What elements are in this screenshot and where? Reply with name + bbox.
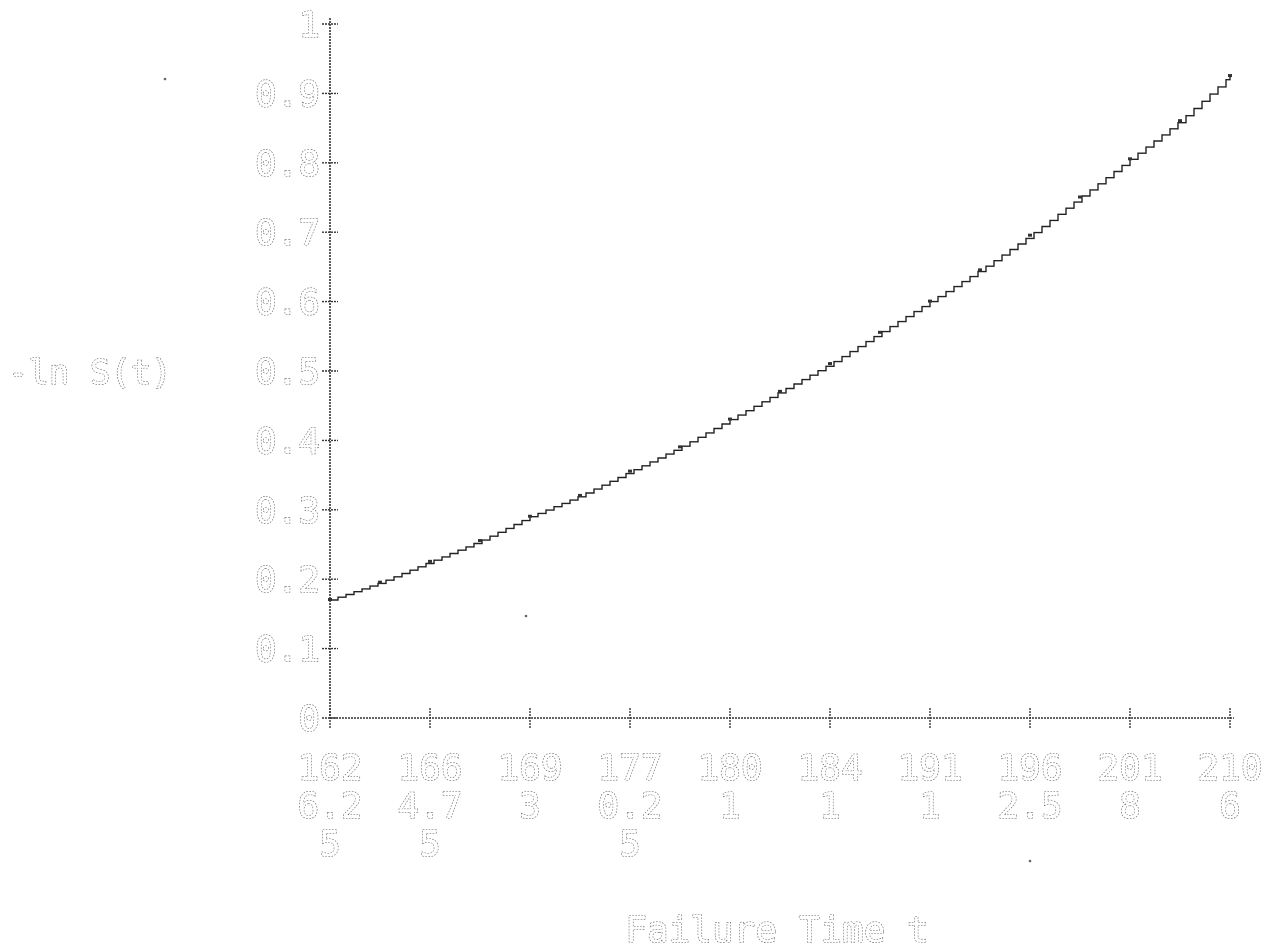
series-point [1178, 119, 1182, 123]
series-point [328, 598, 332, 602]
x-tick-label: 191 1 [897, 748, 962, 827]
y-tick-label: 0.3 [255, 491, 320, 532]
x-tick-label-line: 166 [397, 748, 462, 789]
series-point [678, 445, 682, 449]
x-tick-label-line: 5 [419, 824, 441, 865]
series-point [828, 362, 832, 366]
x-tick-label-line: 5 [319, 824, 341, 865]
series-point [778, 389, 782, 393]
decorative-speck [1028, 859, 1032, 863]
decorative-speck [163, 77, 167, 81]
series-point [428, 559, 432, 563]
series-point [878, 330, 882, 334]
y-tick-label: 0.7 [255, 213, 320, 254]
series-point [1128, 157, 1132, 161]
x-tick-label: 177 0.2 5 [597, 748, 662, 865]
x-tick-label: 210 6 [1197, 748, 1262, 827]
decorative-speck [524, 614, 528, 618]
x-tick-label: 201 8 [1097, 748, 1162, 827]
x-tick-label-line: 201 [1097, 748, 1162, 789]
y-tick-label: 0.6 [255, 283, 320, 324]
x-tick-label: 184 1 [797, 748, 862, 827]
series-point [528, 514, 532, 518]
x-tick-label-line: 5 [619, 824, 641, 865]
x-tick-label-line: 169 [497, 748, 562, 789]
x-tick-label-line: 162 [297, 748, 362, 789]
x-tick-label-line: 180 [697, 748, 762, 789]
x-tick-label-line: 177 [597, 748, 662, 789]
series-point [1078, 195, 1082, 199]
x-tick-label-line: 1 [719, 786, 741, 827]
x-tick-label-line: 210 [1197, 748, 1262, 789]
series-group [328, 74, 1232, 602]
x-tick-label-line: 4.7 [397, 786, 462, 827]
y-tick-label: 0.4 [255, 421, 320, 462]
x-axis-label: Failure Time t [625, 910, 928, 951]
x-tick-label: 196 2.5 [997, 748, 1062, 827]
series-point [1028, 233, 1032, 237]
x-tick-label: 169 3 [497, 748, 562, 827]
series-point [978, 268, 982, 272]
x-tick-label-line: 8 [1119, 786, 1141, 827]
series-point [378, 580, 382, 584]
y-tick-label: 1 [298, 5, 320, 46]
x-tick-label-line: 3 [519, 786, 541, 827]
x-tick-label-line: 184 [797, 748, 862, 789]
y-tick-label: 0.9 [255, 74, 320, 115]
y-axis-label: -ln S(t) [8, 353, 172, 393]
series-point [628, 469, 632, 473]
y-tick-label: 0.1 [255, 630, 320, 671]
x-tick-label: 166 4.7 5 [397, 748, 462, 865]
x-tick-label-line: 196 [997, 748, 1062, 789]
series-point [928, 299, 932, 303]
x-tick-label-line: 0.2 [597, 786, 662, 827]
x-tick-label-line: 2.5 [997, 786, 1062, 827]
series-point [478, 539, 482, 543]
x-tick-label-line: 191 [897, 748, 962, 789]
x-tick-label-line: 6 [1219, 786, 1241, 827]
y-tick-label: 0.5 [255, 352, 320, 393]
y-tick-label: 0.8 [255, 144, 320, 185]
series-line-0 [330, 76, 1231, 601]
series-point [578, 493, 582, 497]
x-tick-label: 180 1 [697, 748, 762, 827]
y-tick-label: 0 [298, 699, 320, 740]
y-tick-label: 0.2 [255, 560, 320, 601]
y-axis-ticks: 0 0.1 0.2 0.3 0.4 0.5 0.6 0.7 0.8 0.9 1 [254, 4, 338, 741]
x-tick-label-line: 6.2 [297, 786, 362, 827]
series-point [728, 417, 732, 421]
x-tick-label: 162 6.2 5 [297, 748, 362, 865]
series-point [1228, 74, 1232, 78]
x-tick-label-line: 1 [819, 786, 841, 827]
x-tick-label-line: 1 [919, 786, 941, 827]
axes [329, 18, 1234, 719]
